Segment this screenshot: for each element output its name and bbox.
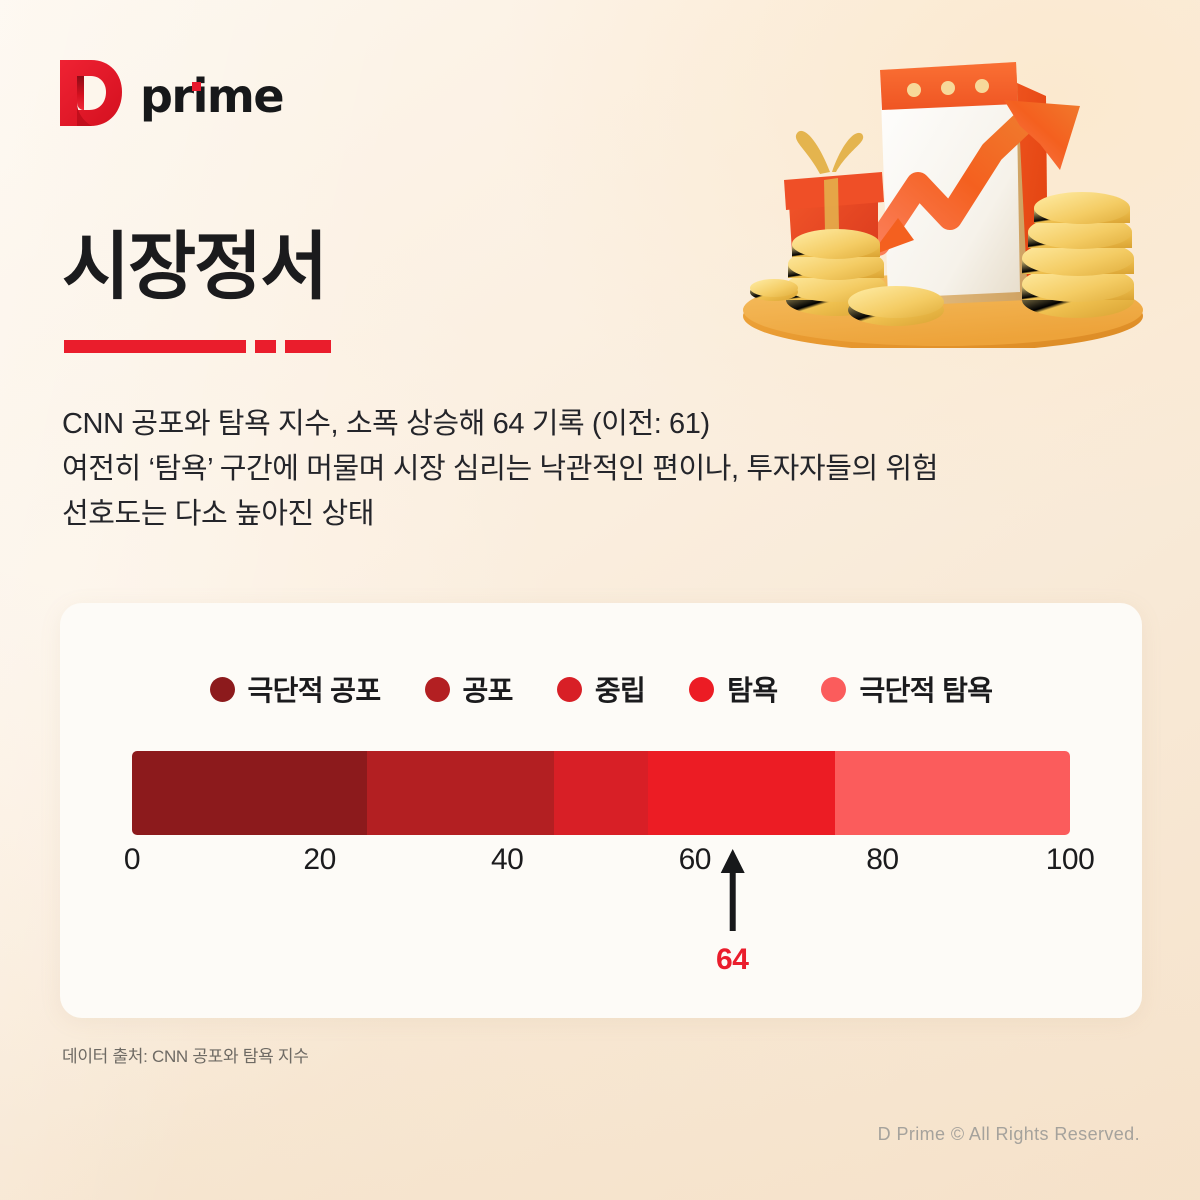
gauge-bar-segment (647, 751, 836, 835)
description-line-3: 선호도는 다소 높아진 상태 (62, 497, 375, 530)
data-source-note: 데이터 출처: CNN 공포와 탐욕 지수 (62, 1047, 309, 1066)
legend-item-label: 극단적 탐욕 (859, 675, 993, 706)
legend-color-dot-icon (689, 676, 715, 702)
page-title: 시장정서 (62, 225, 328, 308)
legend-item-label: 중립 (594, 675, 646, 706)
gauge-legend: 극단적 공포 공포 중립 탐욕 극단적 탐욕 (60, 669, 1142, 709)
axis-tick-label: 60 (678, 843, 712, 876)
legend-color-dot-icon (556, 676, 582, 702)
d-prime-logo-icon (60, 60, 122, 126)
gauge-bar-segment (835, 751, 1070, 835)
legend-item: 탐욕 (689, 669, 778, 709)
gauge-color-bar (132, 751, 1070, 835)
divider-segment-long (64, 340, 246, 353)
fear-greed-gauge-card: 극단적 공포 공포 중립 탐욕 극단적 탐욕 0 20 40 60 80 100 64 (60, 603, 1142, 1018)
legend-item-label: 공포 (462, 675, 514, 706)
gauge-bar-segment (132, 751, 367, 835)
legend-color-dot-icon (209, 676, 235, 702)
gauge-current-value-marker: 64 (716, 847, 749, 977)
legend-item-label: 극단적 공포 (247, 675, 382, 706)
description-line-1: CNN 공포와 탐욕 지수, 소폭 상승해 64 기록 (이전: 61) (62, 408, 710, 440)
brand-logo[interactable]: prime (58, 58, 285, 128)
axis-tick-label: 40 (491, 843, 524, 876)
title-divider (64, 340, 331, 353)
axis-tick-label: 20 (303, 843, 336, 876)
copyright-notice: D Prime © All Rights Reserved. (877, 1124, 1140, 1144)
gauge-bar-segment (366, 751, 555, 835)
legend-color-dot-icon (821, 676, 847, 702)
legend-item: 극단적 탐욕 (821, 669, 993, 709)
legend-item: 공포 (424, 669, 514, 709)
description-block: CNN 공포와 탐욕 지수, 소폭 상승해 64 기록 (이전: 61) 여전히… (62, 402, 1142, 537)
logo-wordmark-text: prime (140, 69, 285, 123)
up-arrow-icon (720, 849, 745, 931)
gauge-axis: 0 20 40 60 80 100 (124, 843, 1095, 885)
finance-growth-illustration (743, 62, 1143, 348)
gauge-value-label: 64 (716, 943, 749, 976)
legend-item-label: 탐욕 (727, 675, 778, 706)
legend-color-dot-icon (424, 676, 450, 702)
divider-segment-short (285, 340, 331, 353)
description-line-2: 여전히 ‘탐욕’ 구간에 머물며 시장 심리는 낙관적인 편이나, 투자자들의 … (62, 452, 938, 485)
logo-wordmark: prime (140, 73, 285, 119)
logo-i-dot-icon (192, 82, 201, 91)
legend-item: 중립 (556, 669, 646, 709)
axis-tick-label: 100 (1045, 843, 1095, 876)
axis-tick-label: 0 (123, 843, 141, 876)
gauge-bar-segment (554, 751, 648, 835)
axis-tick-label: 80 (866, 843, 899, 876)
legend-item: 극단적 공포 (209, 669, 382, 709)
divider-segment-dot (255, 340, 276, 353)
